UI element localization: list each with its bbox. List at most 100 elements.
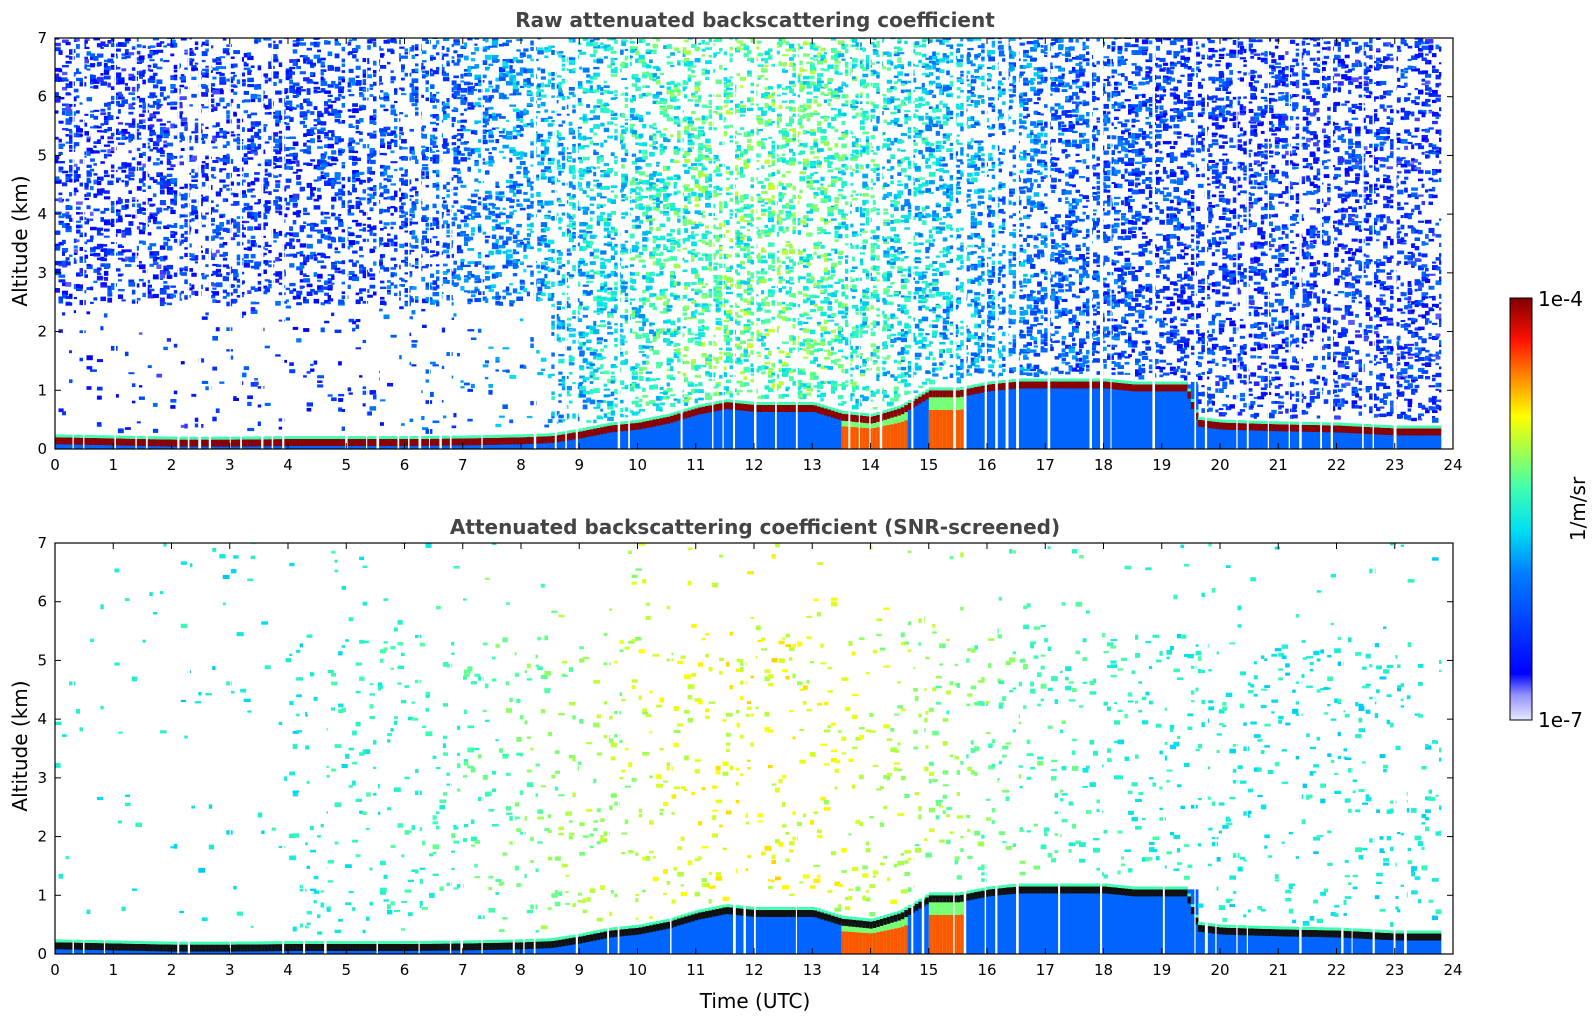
heatmap-cell <box>509 74 516 80</box>
heatmap-cell <box>149 75 156 80</box>
heatmap-cell <box>436 66 442 71</box>
heatmap-cell <box>142 183 146 187</box>
heatmap-cell <box>156 373 163 378</box>
heatmap-cell <box>184 214 190 218</box>
heatmap-cell <box>107 140 114 144</box>
heatmap-cell <box>282 197 287 202</box>
heatmap-cell <box>352 276 360 282</box>
heatmap-cell <box>589 117 594 121</box>
heatmap-cell <box>62 312 66 316</box>
heatmap-cell <box>411 246 416 249</box>
heatmap-cell <box>359 246 363 251</box>
heatmap-cell <box>219 89 224 95</box>
heatmap-cell <box>296 266 303 271</box>
heatmap-cell <box>460 126 466 130</box>
heatmap-cell <box>442 53 449 57</box>
layer-band <box>352 439 357 446</box>
heatmap-cell <box>289 195 294 198</box>
heatmap-cell <box>565 113 570 116</box>
heatmap-cell <box>107 107 111 111</box>
heatmap-cell <box>394 248 399 252</box>
heatmap-cell <box>467 276 471 280</box>
heatmap-cell <box>582 135 587 141</box>
heatmap-cell <box>114 100 120 105</box>
heatmap-cell <box>278 258 282 261</box>
heatmap-cell <box>432 364 439 367</box>
heatmap-cell <box>432 158 436 164</box>
heatmap-cell <box>324 172 330 178</box>
heatmap-cell <box>201 75 207 78</box>
heatmap-cell <box>313 86 320 90</box>
heatmap-cell <box>292 152 298 157</box>
heatmap-cell <box>449 44 454 48</box>
layer-band <box>55 437 60 445</box>
heatmap-cell <box>76 272 81 277</box>
heatmap-cell <box>292 202 298 207</box>
heatmap-cell <box>96 227 104 231</box>
heatmap-cell <box>103 144 111 147</box>
heatmap-cell <box>250 235 256 239</box>
heatmap-cell <box>404 179 412 185</box>
heatmap-cell <box>324 136 329 139</box>
heatmap-cell <box>251 32 256 34</box>
heatmap-cell <box>257 421 261 426</box>
heatmap-cell <box>219 215 224 219</box>
heatmap-cell <box>408 97 415 103</box>
heatmap-cell <box>453 158 458 162</box>
layer-band <box>422 438 427 446</box>
heatmap-cell <box>387 144 392 150</box>
heatmap-cell <box>149 131 156 136</box>
heatmap-cell <box>477 261 483 265</box>
heatmap-cell <box>603 259 611 262</box>
heatmap-cell <box>366 45 371 50</box>
heatmap-cell <box>219 56 226 59</box>
heatmap-cell <box>477 226 482 231</box>
heatmap-cell <box>69 159 75 163</box>
heatmap-cell <box>58 192 63 196</box>
heatmap-cell <box>586 281 590 284</box>
heatmap-cell <box>533 297 541 302</box>
heatmap-cell <box>376 237 384 242</box>
heatmap-cell <box>90 78 97 82</box>
layer-band-edge <box>453 435 458 439</box>
heatmap-cell <box>593 248 599 253</box>
heatmap-cell <box>449 271 457 274</box>
heatmap-cell <box>320 327 325 333</box>
heatmap-cell <box>516 239 524 242</box>
heatmap-cell <box>449 317 455 320</box>
heatmap-cell <box>394 41 398 44</box>
heatmap-cell <box>271 59 278 62</box>
heatmap-cell <box>467 298 473 303</box>
layer-band-edge <box>362 436 367 439</box>
heatmap-cell <box>296 91 302 96</box>
heatmap-cell <box>411 286 417 290</box>
heatmap-cell <box>299 71 306 75</box>
heatmap-cell <box>429 361 436 365</box>
heatmap-cell <box>586 242 590 246</box>
heatmap-cell <box>523 170 530 174</box>
heatmap-cell <box>240 57 244 62</box>
heatmap-cell <box>548 32 553 35</box>
heatmap-cell <box>352 49 359 52</box>
heatmap-cell <box>502 72 509 78</box>
heatmap-cell <box>533 174 540 178</box>
heatmap-cell <box>572 34 576 37</box>
heatmap-cell <box>401 77 405 81</box>
heatmap-cell <box>519 55 524 58</box>
heatmap-cell <box>264 162 272 167</box>
heatmap-cell <box>243 145 251 150</box>
heatmap-cell <box>194 261 199 264</box>
heatmap-cell <box>460 219 467 223</box>
heatmap-cell <box>453 413 457 418</box>
heatmap-cell <box>83 131 89 136</box>
heatmap-cell <box>456 180 463 184</box>
heatmap-cell <box>226 173 231 179</box>
heatmap-cell <box>268 43 272 46</box>
heatmap-cell <box>582 233 588 238</box>
heatmap-cell <box>369 94 374 97</box>
heatmap-cell <box>296 251 303 255</box>
heatmap-cell <box>79 247 85 251</box>
heatmap-cell <box>369 230 373 236</box>
heatmap-cell <box>436 154 441 158</box>
heatmap-cell <box>247 146 252 151</box>
